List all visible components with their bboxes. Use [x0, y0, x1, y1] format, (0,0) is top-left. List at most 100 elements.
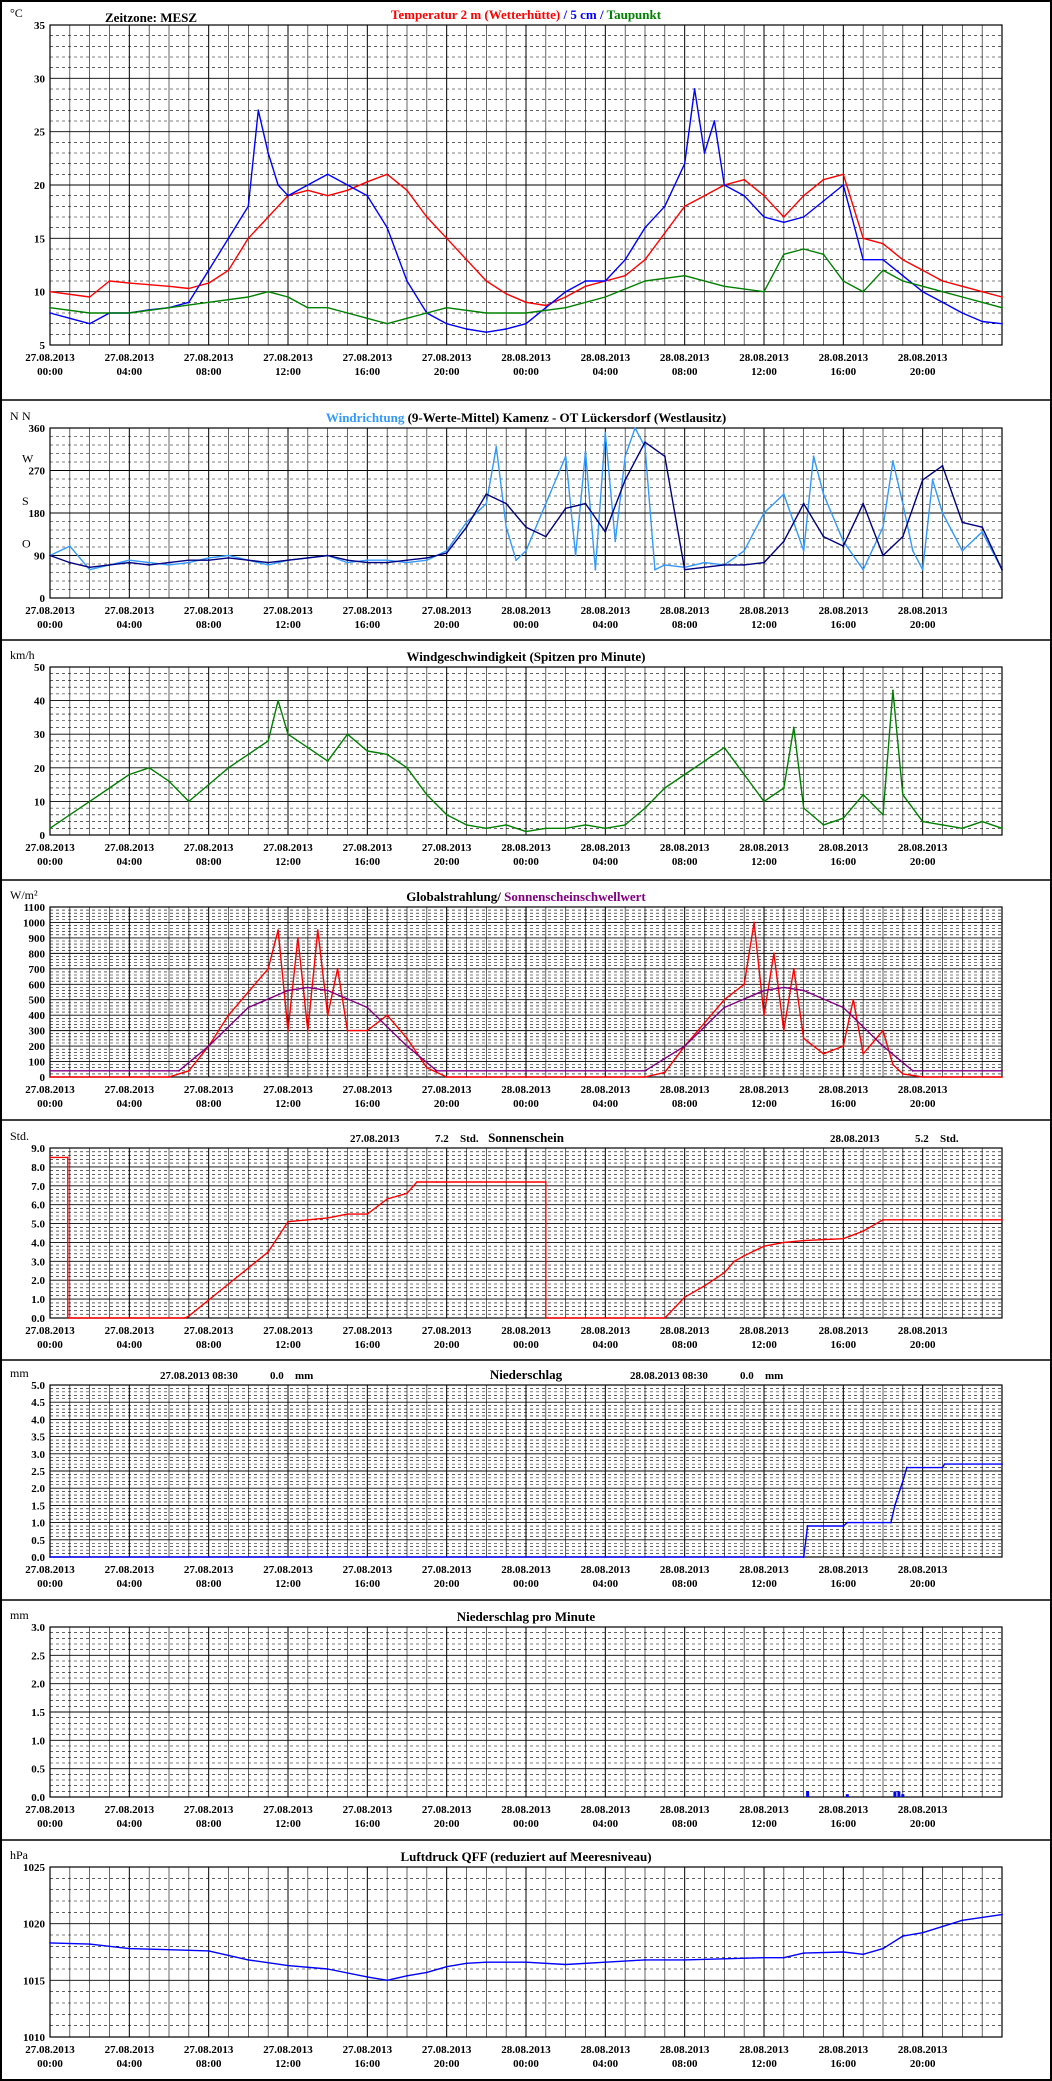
x-tick-date: 27.08.2013	[263, 605, 313, 617]
x-tick-date: 28.08.2013	[581, 2044, 631, 2056]
data-point	[187, 559, 190, 562]
y-tick-label: 5.0	[31, 1380, 45, 1392]
data-point	[49, 290, 51, 293]
data-point	[207, 301, 210, 304]
data-point	[564, 290, 567, 293]
y-tick-label: 6.0	[31, 1200, 45, 1212]
unit-label: km/h	[10, 648, 35, 662]
x-tick-time: 04:00	[116, 366, 142, 378]
data-point	[386, 226, 389, 229]
x-tick-date: 27.08.2013	[343, 1325, 393, 1337]
x-tick-time: 04:00	[592, 2058, 618, 2070]
data-point	[267, 564, 270, 566]
y-tick-label: 8.0	[31, 1162, 45, 1174]
x-tick-time: 16:00	[830, 366, 856, 378]
x-tick-date: 27.08.2013	[105, 1804, 155, 1816]
data-point	[594, 568, 597, 571]
x-tick-date: 28.08.2013	[739, 2044, 789, 2056]
x-tick-date: 27.08.2013	[422, 1084, 472, 1096]
x-tick-date: 27.08.2013	[184, 1564, 234, 1576]
chart-precipitation_per_minute: 0.0 0.5 1.0 1.5 2.0 2.5 3.0mm Niederschlag pro …	[10, 1608, 1003, 1830]
data-point	[406, 317, 408, 320]
x-tick-time: 00:00	[513, 366, 539, 378]
data-point	[187, 800, 190, 803]
x-tick-time: 20:00	[434, 856, 460, 868]
x-tick-date: 27.08.2013	[25, 605, 75, 617]
series-line-sunshine-0	[50, 1156, 1002, 1319]
y-tick-label: 700	[29, 964, 46, 976]
x-tick-time: 04:00	[116, 1098, 142, 1110]
x-tick-date: 27.08.2013	[184, 842, 234, 854]
data-point	[544, 304, 547, 307]
data-point	[1001, 1463, 1003, 1466]
data-point	[941, 512, 944, 514]
chart-title: Temperatur 2 m (Wetterhütte) / 5 cm / Ta…	[391, 7, 662, 22]
x-tick-date: 27.08.2013	[343, 2044, 393, 2056]
chart-precipitation: 0.00.51.01.52.02.53.03.54.04.55.0mm Niede…	[10, 1366, 1003, 1590]
x-tick-time: 16:00	[354, 2058, 380, 2070]
y-tick-label: 30	[34, 729, 46, 741]
chart-title: Windgeschwindigkeit (Spitzen pro Minute)	[407, 649, 646, 664]
y-tick-label: 35	[34, 20, 46, 32]
data-point	[425, 793, 428, 796]
data-point	[882, 1947, 884, 1950]
y-tick-label: 7.0	[31, 1181, 45, 1193]
data-point	[128, 1947, 131, 1950]
x-tick-date: 28.08.2013	[581, 842, 631, 854]
data-point	[624, 479, 627, 481]
data-point	[683, 568, 686, 571]
data-point	[326, 1014, 329, 1017]
data-point	[921, 568, 924, 571]
data-point	[604, 530, 607, 533]
data-point	[386, 753, 389, 756]
x-tick-time: 08:00	[672, 2058, 698, 2070]
data-point	[183, 1317, 186, 1319]
day-total-value: 0.0	[740, 1370, 754, 1382]
data-point	[703, 760, 706, 762]
plot-frame	[49, 1866, 1003, 2038]
data-point	[168, 1948, 170, 1951]
data-point	[1001, 1218, 1003, 1221]
chart-temperature: 5 10 15 20 25 30 35 °C Temperatur 2 m (Wetterhüt…	[10, 6, 1003, 378]
x-tick-date: 28.08.2013	[581, 352, 631, 364]
x-tick-date: 27.08.2013	[263, 352, 313, 364]
x-tick-time: 16:00	[354, 1818, 380, 1830]
data-point	[763, 512, 765, 514]
x-tick-time: 04:00	[592, 1578, 618, 1590]
x-tick-time: 08:00	[196, 366, 222, 378]
x-tick-time: 12:00	[275, 856, 301, 868]
x-tick-time: 04:00	[592, 856, 618, 868]
precip-bar	[845, 1794, 849, 1797]
data-point	[743, 983, 746, 986]
x-tick-time: 04:00	[592, 619, 618, 631]
y-tick-label: 400	[29, 1010, 46, 1022]
x-tick-time: 00:00	[513, 856, 539, 868]
data-point	[941, 464, 944, 467]
x-tick-time: 00:00	[37, 1578, 63, 1590]
x-tick-time: 12:00	[751, 1818, 777, 1830]
y-tick-label: 10	[34, 287, 46, 299]
data-point	[943, 1463, 946, 1466]
x-tick-date: 28.08.2013	[739, 1084, 789, 1096]
data-point	[1001, 1069, 1003, 1072]
unit-label: W/m²	[10, 888, 38, 902]
x-tick-date: 28.08.2013	[501, 1804, 551, 1816]
x-tick-time: 16:00	[830, 1339, 856, 1351]
data-point	[425, 1971, 428, 1974]
data-point	[267, 152, 270, 154]
x-tick-date: 28.08.2013	[501, 2044, 551, 2056]
y-tick-label: 0	[40, 1072, 46, 1084]
data-point	[108, 564, 111, 566]
data-point	[346, 733, 349, 736]
x-tick-time: 16:00	[830, 1578, 856, 1590]
x-tick-time: 00:00	[513, 1339, 539, 1351]
x-tick-time: 00:00	[37, 1818, 63, 1830]
x-tick-date: 27.08.2013	[422, 842, 472, 854]
data-point	[584, 285, 587, 288]
data-point	[693, 88, 696, 90]
data-point	[683, 1045, 686, 1047]
unit-label: Std.	[10, 1129, 29, 1143]
data-point	[515, 559, 517, 562]
x-tick-time: 20:00	[434, 2058, 460, 2070]
x-tick-date: 27.08.2013	[263, 1804, 313, 1816]
